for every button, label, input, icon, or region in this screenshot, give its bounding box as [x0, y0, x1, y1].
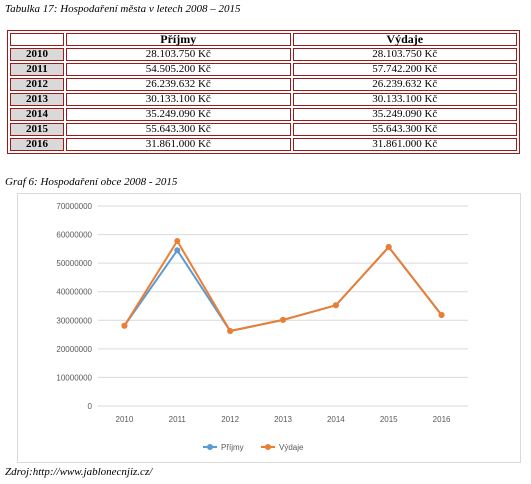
row-expense: 35.249.090 Kč: [292, 108, 517, 121]
y-tick-label: 20000000: [56, 345, 92, 354]
table-row: 2016 31.861.000 Kč 31.861.000 Kč: [10, 138, 517, 151]
table-row: 2015 55.643.300 Kč 55.643.300 Kč: [10, 123, 517, 136]
legend-marker: [265, 444, 271, 450]
row-year: 2011: [10, 63, 64, 76]
data-point: [174, 238, 181, 245]
table-row: 2014 35.249.090 Kč 35.249.090 Kč: [10, 108, 517, 121]
line-chart: 0 10000000 20000000 30000000 40000000 5000000…: [17, 193, 521, 463]
header-expense: Výdaje: [292, 33, 517, 46]
data-point: [227, 328, 234, 335]
y-tick-label: 40000000: [56, 288, 92, 297]
y-tick-label: 30000000: [56, 316, 92, 325]
legend-label: Příjmy: [221, 443, 244, 452]
finance-table: Příjmy Výdaje 2010 28.103.750 Kč 28.103.75…: [7, 30, 520, 154]
header-income: Příjmy: [66, 33, 291, 46]
row-expense: 57.742.200 Kč: [292, 63, 517, 76]
legend-marker: [207, 444, 213, 450]
row-income: 54.505.200 Kč: [66, 63, 291, 76]
x-tick-label: 2015: [380, 415, 398, 424]
x-tick-label: 2012: [221, 415, 239, 424]
x-tick-label: 2013: [274, 415, 292, 424]
table-row: 2011 54.505.200 Kč 57.742.200 Kč: [10, 63, 517, 76]
y-tick-label: 50000000: [56, 259, 92, 268]
header-year: [10, 33, 64, 46]
y-tick-label: 0: [88, 402, 93, 411]
x-tick-label: 2011: [169, 415, 187, 424]
row-income: 30.133.100 Kč: [66, 93, 291, 106]
x-tick-label: 2014: [327, 415, 345, 424]
row-year: 2013: [10, 93, 64, 106]
row-year: 2015: [10, 123, 64, 136]
data-point: [121, 322, 128, 329]
legend-label: Výdaje: [279, 443, 304, 452]
table-row: 2013 30.133.100 Kč 30.133.100 Kč: [10, 93, 517, 106]
row-income: 31.861.000 Kč: [66, 138, 291, 151]
row-year: 2016: [10, 138, 64, 151]
graph-caption: Graf 6: Hospodaření obce 2008 - 2015: [5, 176, 178, 188]
row-expense: 26.239.632 Kč: [292, 78, 517, 91]
data-point: [332, 302, 339, 309]
table-caption: Tabulka 17: Hospodaření města v letech 2…: [5, 3, 241, 15]
row-expense: 28.103.750 Kč: [292, 48, 517, 61]
row-year: 2014: [10, 108, 64, 121]
source-note: Zdroj:http://www.jablonecnjiz.cz/: [5, 466, 153, 478]
data-point: [174, 247, 181, 254]
row-year: 2012: [10, 78, 64, 91]
row-expense: 55.643.300 Kč: [292, 123, 517, 136]
y-tick-label: 70000000: [56, 202, 92, 211]
table-row: 2010 28.103.750 Kč 28.103.750 Kč: [10, 48, 517, 61]
row-income: 28.103.750 Kč: [66, 48, 291, 61]
y-tick-label: 60000000: [56, 231, 92, 240]
row-expense: 31.861.000 Kč: [292, 138, 517, 151]
row-year: 2010: [10, 48, 64, 61]
data-point: [438, 311, 445, 318]
data-point: [385, 244, 392, 251]
data-point: [280, 316, 286, 323]
row-expense: 30.133.100 Kč: [292, 93, 517, 106]
x-tick-label: 2010: [116, 415, 134, 424]
y-tick-label: 10000000: [56, 373, 92, 382]
table-row: 2012 26.239.632 Kč 26.239.632 Kč: [10, 78, 517, 91]
table-header-row: Příjmy Výdaje: [10, 33, 517, 46]
row-income: 26.239.632 Kč: [66, 78, 291, 91]
row-income: 55.643.300 Kč: [66, 123, 291, 136]
x-tick-label: 2016: [433, 415, 451, 424]
chart-svg: 0 10000000 20000000 30000000 40000000 5000000…: [56, 202, 468, 452]
row-income: 35.249.090 Kč: [66, 108, 291, 121]
